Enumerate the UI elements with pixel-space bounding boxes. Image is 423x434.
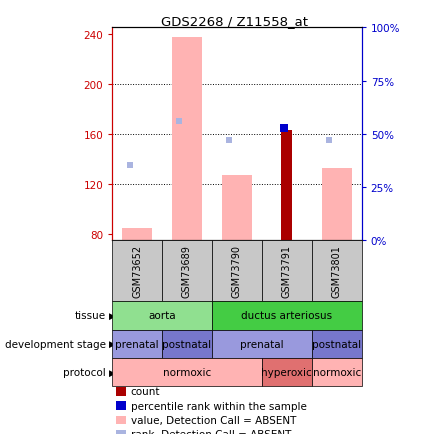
Text: GSM73652: GSM73652 [132,245,142,298]
Text: GSM73790: GSM73790 [232,245,242,298]
Text: normoxic: normoxic [313,367,361,377]
Text: ▶: ▶ [109,368,115,377]
Text: tissue: tissue [74,311,106,321]
Text: prenatal: prenatal [240,339,284,349]
Bar [222,176,252,241]
Text: aorta: aorta [148,311,176,321]
Bar [322,168,352,241]
Text: protocol: protocol [63,367,106,377]
Text: rank, Detection Call = ABSENT: rank, Detection Call = ABSENT [131,430,291,434]
Text: ductus arteriosus: ductus arteriosus [241,311,332,321]
Text: normoxic: normoxic [163,367,211,377]
Text: value, Detection Call = ABSENT: value, Detection Call = ABSENT [131,415,296,425]
Text: hyperoxic: hyperoxic [261,367,312,377]
Text: development stage: development stage [5,339,106,349]
Text: ▶: ▶ [109,311,115,320]
Text: GDS2268 / Z11558_at: GDS2268 / Z11558_at [161,15,308,28]
Bar [122,228,152,241]
Text: postnatal: postnatal [312,339,361,349]
Text: prenatal: prenatal [115,339,159,349]
Bar [172,38,202,241]
Bar [281,131,292,241]
Text: GSM73801: GSM73801 [332,245,342,298]
Text: postnatal: postnatal [162,339,212,349]
Text: percentile rank within the sample: percentile rank within the sample [131,401,307,411]
Text: GSM73791: GSM73791 [282,245,292,298]
Text: count: count [131,387,160,396]
Text: GSM73689: GSM73689 [182,245,192,298]
Text: ▶: ▶ [109,339,115,349]
